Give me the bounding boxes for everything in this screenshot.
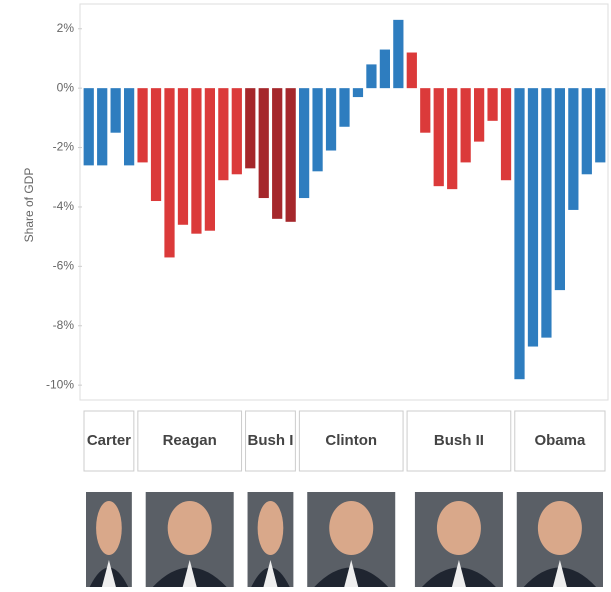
portrait-shirt bbox=[263, 560, 278, 587]
bar bbox=[191, 88, 202, 234]
legend-box bbox=[83, 410, 135, 472]
legend-label: Bush I bbox=[248, 432, 294, 449]
bar bbox=[406, 52, 417, 89]
y-tick-label: -4% bbox=[53, 199, 75, 213]
portrait-face bbox=[329, 501, 374, 555]
bar bbox=[218, 88, 229, 181]
bar bbox=[527, 88, 539, 347]
bar bbox=[554, 88, 565, 291]
bar bbox=[581, 88, 592, 175]
portrait-face bbox=[96, 501, 122, 555]
y-tick-label: -6% bbox=[53, 259, 75, 273]
legend-box bbox=[137, 410, 243, 472]
bar bbox=[474, 88, 485, 142]
plot-frame bbox=[79, 3, 609, 401]
bar bbox=[124, 88, 135, 166]
legend-label: Bush II bbox=[434, 432, 484, 449]
bar bbox=[433, 88, 444, 187]
bar bbox=[110, 88, 121, 133]
portrait-face bbox=[436, 501, 481, 555]
portrait-face bbox=[257, 501, 284, 555]
bar bbox=[97, 88, 108, 166]
bar bbox=[83, 88, 94, 166]
legend-box bbox=[298, 410, 404, 472]
portrait-face bbox=[167, 501, 212, 555]
bar bbox=[285, 88, 296, 222]
bar bbox=[541, 88, 552, 338]
bar bbox=[393, 19, 404, 89]
bar bbox=[487, 88, 498, 121]
bar bbox=[447, 88, 458, 190]
bar bbox=[420, 88, 431, 133]
portrait-shirt bbox=[182, 560, 197, 587]
bar bbox=[164, 88, 175, 258]
y-tick-label: 2% bbox=[57, 21, 75, 35]
legend-label: Carter bbox=[87, 432, 131, 449]
bar bbox=[339, 88, 350, 127]
legend-box bbox=[514, 410, 606, 472]
y-tick-label: 0% bbox=[57, 80, 75, 94]
legend-box bbox=[245, 410, 296, 472]
bar bbox=[150, 88, 162, 202]
bar bbox=[272, 88, 283, 219]
bar bbox=[379, 49, 390, 89]
bar bbox=[177, 88, 189, 225]
legend-label: Clinton bbox=[325, 432, 377, 449]
portrait-shirt bbox=[344, 560, 359, 587]
legend-label: Reagan bbox=[163, 432, 217, 449]
portrait-shirt bbox=[101, 560, 116, 587]
bar bbox=[231, 88, 242, 175]
bar bbox=[299, 88, 310, 199]
legend-label: Obama bbox=[534, 432, 586, 449]
portrait-shirt bbox=[451, 560, 466, 587]
bar bbox=[325, 88, 337, 151]
bar bbox=[366, 64, 377, 89]
bar bbox=[245, 88, 256, 169]
bar bbox=[352, 88, 364, 98]
y-tick-label: -10% bbox=[46, 377, 74, 391]
bar bbox=[204, 88, 215, 231]
bar bbox=[312, 88, 323, 172]
bar bbox=[460, 88, 471, 163]
portrait-shirt bbox=[552, 560, 567, 587]
bar bbox=[137, 88, 148, 163]
y-tick-label: -2% bbox=[53, 140, 75, 154]
portrait-face bbox=[537, 501, 582, 555]
bar bbox=[258, 88, 269, 199]
y-tick-label: -8% bbox=[53, 318, 75, 332]
bar bbox=[500, 88, 512, 181]
bar bbox=[595, 88, 606, 163]
legend-box bbox=[406, 410, 512, 472]
y-axis-label: Share of GDP bbox=[22, 168, 36, 243]
bar bbox=[514, 88, 525, 380]
bar bbox=[568, 88, 579, 210]
